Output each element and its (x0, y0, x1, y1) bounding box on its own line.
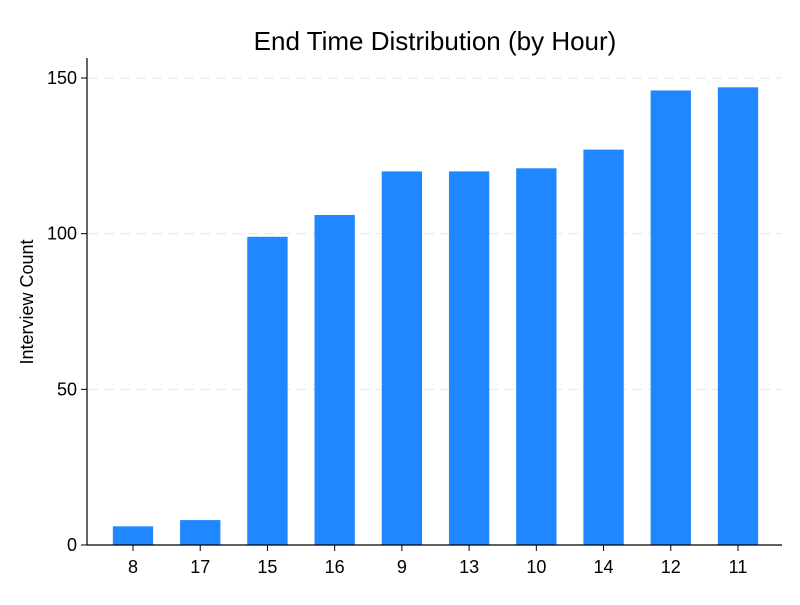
bar-17 (180, 520, 221, 545)
bar-13 (448, 171, 490, 545)
chart-title: End Time Distribution (by Hour) (254, 26, 617, 56)
bar-10 (516, 168, 557, 545)
tick-labels: 0 50 100 150 8 17 15 16 9 13 10 14 12 11 (47, 68, 747, 577)
y-tick-label: 100 (47, 224, 77, 244)
x-tick-label: 17 (190, 557, 210, 577)
y-tick-label: 150 (47, 68, 77, 88)
axes (81, 58, 782, 551)
x-tick-label: 15 (257, 557, 277, 577)
bar-14 (583, 149, 624, 545)
y-tick-label: 50 (57, 379, 77, 399)
x-tick-label: 8 (128, 557, 138, 577)
x-tick-label: 13 (459, 557, 479, 577)
bar-9 (381, 171, 423, 545)
bar-12 (650, 90, 691, 545)
bars (112, 87, 759, 545)
y-tick-label: 0 (67, 535, 77, 555)
bar-16 (314, 214, 355, 545)
bar-11 (717, 87, 759, 545)
x-tick-label: 16 (325, 557, 345, 577)
x-tick-label: 14 (594, 557, 614, 577)
x-tick-label: 9 (397, 557, 407, 577)
bar-15 (247, 236, 288, 545)
x-tick-label: 10 (526, 557, 546, 577)
x-tick-label: 12 (661, 557, 681, 577)
bar-8 (112, 526, 154, 545)
y-axis-label: Interview Count (17, 239, 37, 364)
x-tick-label: 11 (729, 557, 748, 577)
